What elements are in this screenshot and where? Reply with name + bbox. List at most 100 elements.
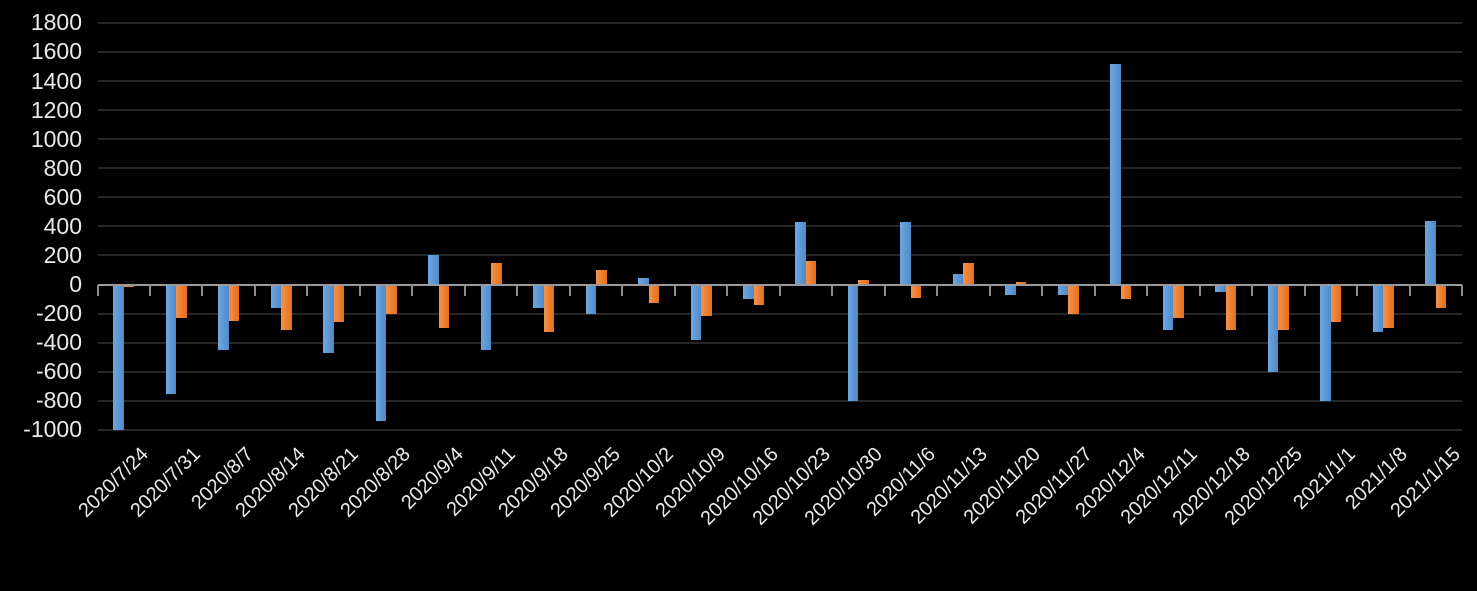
gridline-1800 [97, 21, 1462, 24]
bar-blue-series-2020/11/27 [1057, 284, 1069, 295]
bar-orange-series-2020/9/4 [438, 284, 450, 329]
bar-blue-series-2020/11/13 [952, 274, 964, 285]
bar-orange-series-2021/1/1 [1330, 284, 1342, 323]
y-axis-tick-label: 1200 [30, 96, 82, 123]
x-axis-tick [1408, 284, 1411, 296]
bar-orange-series-2020/12/25 [1278, 284, 1289, 330]
bar-blue-series-2020/9/11 [480, 284, 492, 350]
gridline-1600 [97, 50, 1462, 53]
x-axis-tick [673, 284, 676, 296]
bar-orange-series-2020/7/24 [123, 284, 135, 288]
y-axis-tick-label: -200 [35, 300, 82, 327]
x-axis-tick [96, 284, 99, 296]
x-axis-tick [726, 284, 729, 296]
bar-orange-series-2020/8/21 [333, 284, 345, 323]
y-axis-tick-label: 0 [69, 271, 82, 297]
bar-blue-series-2020/10/16 [743, 284, 754, 300]
x-axis-tick [1093, 284, 1096, 296]
bar-blue-series-2020/10/2 [638, 277, 649, 285]
gridline--600 [97, 370, 1462, 373]
bar-orange-series-2020/7/31 [176, 284, 187, 318]
x-axis-tick [883, 284, 886, 296]
x-axis-tick [516, 284, 519, 296]
bar-blue-series-2020/12/18 [1215, 284, 1226, 292]
gridline-1200 [97, 109, 1462, 112]
bar-orange-series-2020/11/6 [910, 284, 922, 298]
y-axis-tick-label: 1400 [30, 67, 82, 94]
y-axis-tick-label: 400 [43, 212, 82, 239]
bar-blue-series-2021/1/8 [1372, 284, 1384, 333]
x-axis-tick [1251, 284, 1254, 296]
y-axis-tick-label: -600 [35, 358, 82, 385]
x-axis-tick [1356, 284, 1359, 296]
bar-orange-series-2020/8/28 [386, 284, 397, 314]
x-axis-tick [988, 284, 991, 296]
bar-blue-series-2020/12/25 [1267, 284, 1279, 372]
bar-orange-series-2020/10/16 [753, 284, 764, 305]
gridline--800 [97, 399, 1462, 402]
bar-blue-series-2020/11/20 [1005, 284, 1016, 295]
x-axis-tick [253, 284, 256, 296]
x-axis-tick [1303, 284, 1306, 296]
x-axis-tick [463, 284, 466, 296]
bar-blue-series-2020/8/7 [218, 284, 229, 350]
y-axis-tick-label: 600 [43, 183, 82, 210]
bar-blue-series-2020/7/24 [113, 284, 124, 430]
bar-orange-series-2020/8/14 [281, 284, 292, 330]
x-axis-tick [936, 284, 939, 296]
y-axis-tick-label: 1600 [30, 38, 82, 65]
bar-orange-series-2020/11/20 [1015, 281, 1027, 285]
x-axis-tick [778, 284, 781, 296]
bar-blue-series-2020/8/28 [375, 284, 387, 422]
bar-orange-series-2021/1/8 [1383, 284, 1394, 329]
gridline--400 [97, 341, 1462, 344]
bar-blue-series-2021/1/1 [1320, 284, 1331, 401]
bar-orange-series-2020/11/13 [963, 262, 974, 285]
x-axis-tick [1146, 284, 1149, 296]
x-axis-tick [1198, 284, 1201, 296]
bar-orange-series-2020/12/4 [1120, 284, 1132, 300]
x-axis-tick [1041, 284, 1044, 296]
x-axis-tick [358, 284, 361, 296]
bar-orange-series-2020/10/9 [701, 284, 712, 317]
gridline--1000 [97, 428, 1462, 431]
bar-blue-series-2020/12/4 [1110, 63, 1121, 285]
bar-orange-series-2020/9/11 [491, 262, 502, 285]
x-axis-tick [831, 284, 834, 296]
x-axis-tick [568, 284, 571, 296]
gridline-1000 [97, 138, 1462, 141]
y-axis-tick-label: -1000 [23, 416, 82, 443]
x-axis-tick [1461, 284, 1463, 296]
bar-blue-series-2020/7/31 [165, 284, 177, 394]
bar-blue-series-2020/10/9 [690, 284, 702, 340]
y-axis-tick-label: 200 [43, 241, 82, 268]
x-axis-tick [201, 284, 204, 296]
y-axis-tick-label: -800 [35, 387, 82, 414]
x-axis-tick [621, 284, 624, 296]
bar-blue-series-2021/1/15 [1425, 220, 1436, 285]
bar-blue-series-2020/9/4 [428, 255, 439, 285]
gridline-1400 [97, 80, 1462, 82]
y-axis-tick-label: 1000 [30, 125, 82, 152]
bar-blue-series-2020/12/11 [1162, 284, 1174, 330]
bar-orange-series-2020/10/30 [858, 280, 869, 285]
bar-blue-series-2020/10/30 [847, 284, 859, 401]
bar-orange-series-2020/9/25 [596, 269, 607, 285]
x-axis-tick [306, 284, 309, 296]
bar-orange-series-2020/9/18 [543, 284, 555, 333]
bar-blue-series-2020/9/25 [585, 284, 597, 314]
bar-orange-series-2020/8/7 [228, 284, 240, 321]
gridline--200 [97, 312, 1462, 315]
bar-blue-series-2020/8/21 [323, 284, 334, 353]
gridline-400 [97, 225, 1462, 228]
bar-orange-series-2020/10/2 [648, 284, 660, 304]
bar-orange-series-2021/1/15 [1435, 284, 1447, 308]
y-axis-tick-label: 1800 [30, 9, 82, 36]
bar-orange-series-2020/12/18 [1225, 284, 1237, 330]
y-axis-tick-label: 800 [43, 154, 82, 181]
x-axis-tick [148, 284, 151, 296]
bar-blue-series-2020/11/6 [900, 221, 911, 285]
bar-orange-series-2020/11/27 [1068, 284, 1079, 314]
bar-blue-series-2020/10/23 [795, 221, 806, 285]
